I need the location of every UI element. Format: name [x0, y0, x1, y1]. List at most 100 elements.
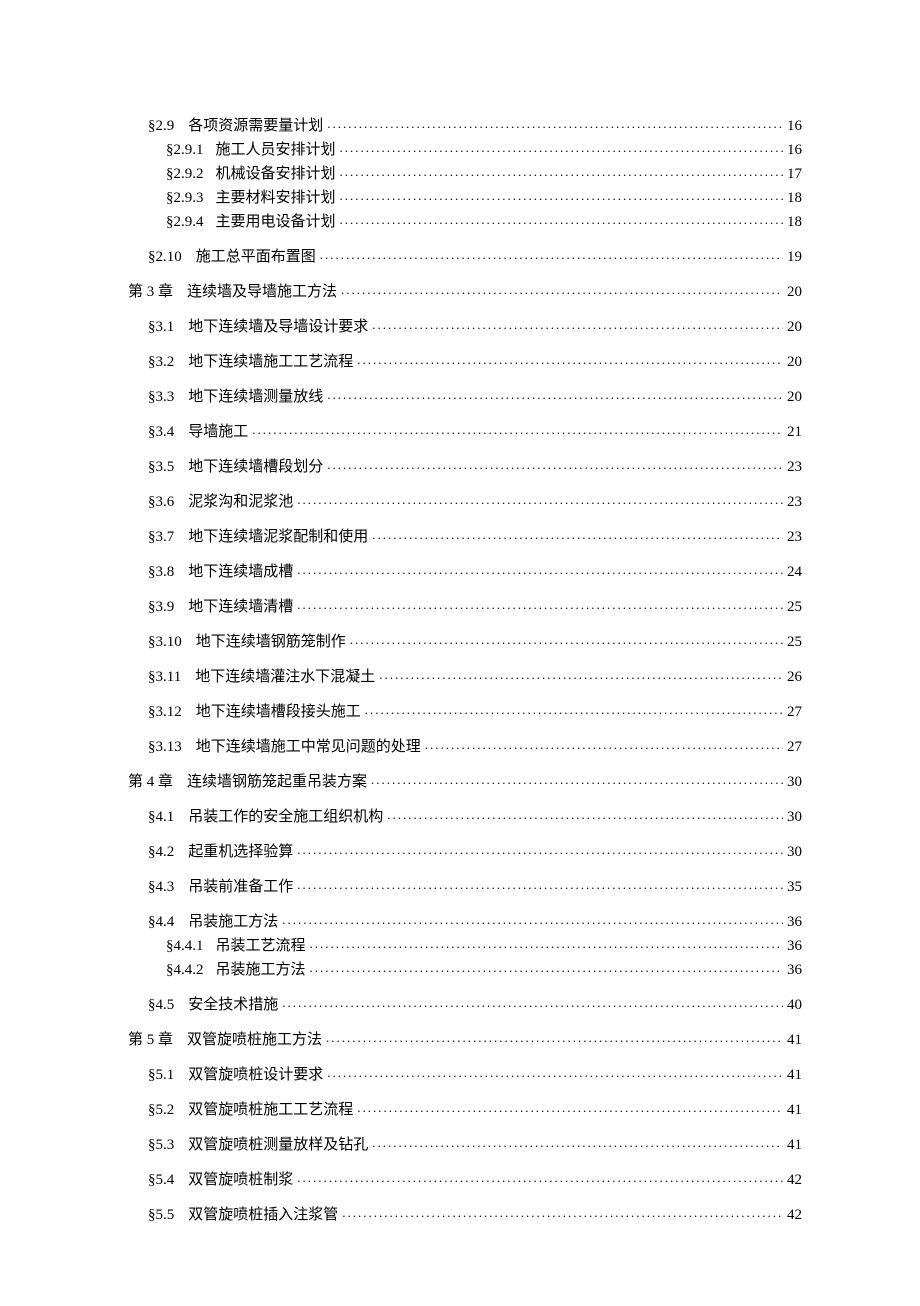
toc-label: §4.3 — [148, 879, 174, 896]
toc-label: §2.9.1 — [166, 142, 204, 159]
toc-page-number: 30 — [787, 844, 802, 861]
toc-leader-dots — [282, 995, 783, 1012]
toc-title: 安全技术措施 — [188, 993, 278, 1014]
toc-entry: §5.5双管旋喷桩插入注浆管42 — [118, 1203, 802, 1224]
toc-title: 双管旋喷桩插入注浆管 — [188, 1203, 338, 1224]
toc-page-number: 30 — [787, 809, 802, 826]
toc-leader-dots — [371, 772, 783, 789]
toc-entry: §2.9.3主要材料安排计划18 — [118, 186, 802, 207]
toc-leader-dots — [297, 492, 783, 509]
toc-leader-dots — [350, 632, 783, 649]
toc-title: 主要用电设备计划 — [216, 210, 336, 231]
toc-entry: §4.4.2 吊装施工方法 36 — [118, 958, 802, 979]
toc-title: 起重机选择验算 — [188, 840, 293, 861]
toc-entry: 第 5 章双管旋喷桩施工方法 41 — [118, 1028, 802, 1049]
toc-page-number: 41 — [787, 1102, 802, 1119]
toc-label: §4.2 — [148, 844, 174, 861]
toc-title: 吊装施工方法 — [216, 958, 306, 979]
toc-title: 地下连续墙灌注水下混凝土 — [195, 665, 375, 686]
toc-title: 地下连续墙成槽 — [188, 560, 293, 581]
toc-label: 第 4 章 — [128, 770, 173, 791]
toc-entry: §5.4双管旋喷桩制浆42 — [118, 1168, 802, 1189]
toc-leader-dots — [252, 422, 783, 439]
toc-page-number: 26 — [787, 669, 802, 686]
toc-entry: §4.4.1吊装工艺流程36 — [118, 934, 802, 955]
toc-label: §5.4 — [148, 1172, 174, 1189]
toc-leader-dots — [357, 352, 783, 369]
toc-page-number: 36 — [787, 962, 802, 979]
toc-label: §2.10 — [148, 249, 182, 266]
toc-entry: §2.9.4主要用电设备计划18 — [118, 210, 802, 231]
toc-entry: §3.4导墙施工21 — [118, 420, 802, 441]
toc-leader-dots — [365, 702, 783, 719]
toc-leader-dots — [372, 1135, 783, 1152]
toc-label: §5.2 — [148, 1102, 174, 1119]
toc-page-number: 41 — [787, 1137, 802, 1154]
toc-page-number: 17 — [787, 166, 802, 183]
toc-label: §4.4.2 — [166, 962, 204, 979]
toc-leader-dots — [379, 667, 783, 684]
toc-page-number: 25 — [787, 634, 802, 651]
toc-entry: §3.12 地下连续墙槽段接头施工 27 — [118, 700, 802, 721]
toc-entry: §3.10地下连续墙钢筋笼制作25 — [118, 630, 802, 651]
toc-leader-dots — [372, 527, 783, 544]
toc-title: 双管旋喷桩制浆 — [188, 1168, 293, 1189]
toc-title: 施工总平面布置图 — [196, 245, 316, 266]
toc-label: §5.5 — [148, 1207, 174, 1224]
toc-entry: §5.2双管旋喷桩施工工艺流程41 — [118, 1098, 802, 1119]
toc-entry: §4.2 起重机选择验算 30 — [118, 840, 802, 861]
toc-title: 导墙施工 — [188, 420, 248, 441]
toc-page-number: 40 — [787, 997, 802, 1014]
toc-page-number: 27 — [787, 704, 802, 721]
toc-page-number: 16 — [787, 118, 802, 135]
toc-page-number: 20 — [787, 319, 802, 336]
toc-title: 吊装工艺流程 — [216, 934, 306, 955]
toc-title: 双管旋喷桩施工方法 — [187, 1028, 322, 1049]
toc-title: 地下连续墙测量放线 — [188, 385, 323, 406]
toc-page-number: 35 — [787, 879, 802, 896]
toc-label: §3.12 — [148, 704, 182, 721]
toc-label: §4.5 — [148, 997, 174, 1014]
toc-entry: §3.6泥浆沟和泥浆池23 — [118, 490, 802, 511]
toc-leader-dots — [327, 1065, 783, 1082]
toc-leader-dots — [297, 877, 783, 894]
toc-label: §3.11 — [148, 669, 181, 686]
toc-page-number: 20 — [787, 354, 802, 371]
toc-title: 地下连续墙清槽 — [188, 595, 293, 616]
toc-entry: §3.7地下连续墙泥浆配制和使用23 — [118, 525, 802, 546]
toc-page-number: 41 — [787, 1032, 802, 1049]
toc-label: §4.1 — [148, 809, 174, 826]
toc-leader-dots — [327, 387, 783, 404]
toc-entry: §2.9.2机械设备安排计划17 — [118, 162, 802, 183]
toc-entry: §3.5地下连续墙槽段划分23 — [118, 455, 802, 476]
toc-page-number: 24 — [787, 564, 802, 581]
toc-leader-dots — [342, 1205, 783, 1222]
toc-entry: §3.11 地下连续墙灌注水下混凝土 26 — [118, 665, 802, 686]
toc-title: 地下连续墙槽段接头施工 — [196, 700, 361, 721]
toc-leader-dots — [320, 247, 783, 264]
toc-leader-dots — [372, 317, 783, 334]
toc-leader-dots — [340, 164, 783, 181]
toc-label: §3.9 — [148, 599, 174, 616]
toc-leader-dots — [297, 842, 783, 859]
toc-entry: §2.9.1施工人员安排计划16 — [118, 138, 802, 159]
toc-label: §2.9.3 — [166, 190, 204, 207]
toc-entry: §5.3双管旋喷桩测量放样及钻孔41 — [118, 1133, 802, 1154]
toc-label: 第 5 章 — [128, 1028, 173, 1049]
toc-label: §5.1 — [148, 1067, 174, 1084]
toc-label: §2.9 — [148, 118, 174, 135]
toc-entry: §5.1双管旋喷桩设计要求41 — [118, 1063, 802, 1084]
toc-page-number: 19 — [787, 249, 802, 266]
toc-leader-dots — [327, 457, 783, 474]
table-of-contents: §2.9各项资源需要量计划16§2.9.1施工人员安排计划16§2.9.2机械设… — [118, 114, 802, 1224]
toc-page-number: 20 — [787, 389, 802, 406]
toc-entry: §2.10 施工总平面布置图 19 — [118, 245, 802, 266]
toc-leader-dots — [297, 597, 783, 614]
toc-title: 连续墙及导墙施工方法 — [187, 280, 337, 301]
toc-entry: §4.1吊装工作的安全施工组织机构30 — [118, 805, 802, 826]
toc-label: §3.1 — [148, 319, 174, 336]
toc-leader-dots — [297, 1170, 783, 1187]
toc-label: §3.13 — [148, 739, 182, 756]
toc-entry: §3.8地下连续墙成槽24 — [118, 560, 802, 581]
toc-page-number: 25 — [787, 599, 802, 616]
